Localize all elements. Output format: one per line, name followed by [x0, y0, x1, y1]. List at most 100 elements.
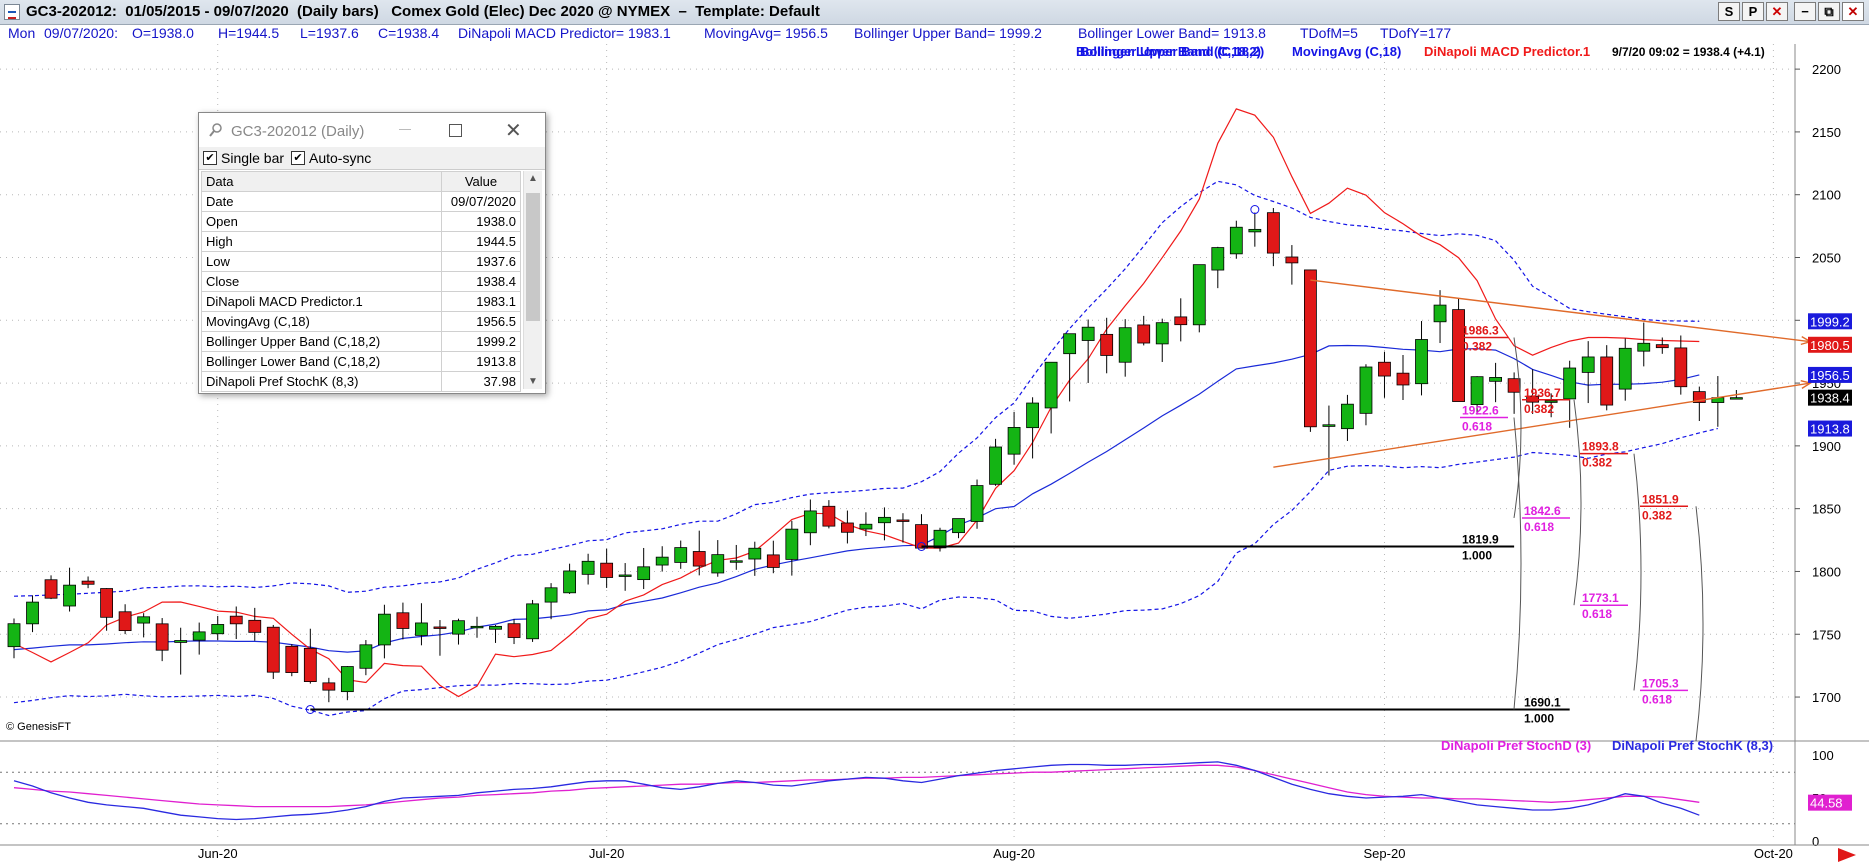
candle — [1137, 315, 1151, 346]
candle-body — [1396, 372, 1410, 386]
candle-body — [1155, 322, 1169, 345]
legend-ma: MovingAvg (C,18) — [1292, 44, 1401, 59]
auto-sync-checkbox[interactable]: ✔ — [291, 151, 305, 165]
p-button[interactable]: P — [1742, 2, 1764, 21]
close-button[interactable]: ✕ — [1842, 2, 1864, 21]
data-col-header[interactable]: Data — [201, 171, 442, 192]
candle — [915, 514, 928, 549]
data-window-title: GC3-202012 (Daily) — [231, 123, 365, 140]
fib-price-label: 1893.8 — [1582, 440, 1619, 454]
candle — [1174, 298, 1188, 342]
bb-upper-line — [13, 180, 1700, 597]
data-window[interactable]: GC3-202012 (Daily) ✕ ✔ Single bar ✔ Auto… — [198, 112, 546, 394]
candle-body — [748, 547, 762, 560]
data-window-header[interactable]: GC3-202012 (Daily) ✕ — [199, 113, 545, 147]
macd-predictor-line — [13, 108, 1700, 698]
candle — [507, 619, 521, 645]
fib-bracket — [1633, 453, 1642, 691]
data-window-options: ✔ Single bar ✔ Auto-sync — [199, 147, 545, 170]
candle — [26, 595, 39, 633]
candle-body — [1581, 356, 1595, 373]
candle — [155, 618, 169, 662]
candle-body — [1081, 326, 1095, 341]
candle — [1507, 372, 1521, 414]
time-axis-label: Oct-20 — [1754, 846, 1793, 861]
candle-body — [81, 580, 95, 585]
price-tag-label: 1913.8 — [1810, 422, 1850, 437]
fib-price-label: 1842.6 — [1524, 504, 1561, 518]
data-table-row: Bollinger Lower Band (C,18,2) 1913.8 — [201, 351, 521, 372]
candle-body — [1044, 361, 1058, 409]
candle — [1581, 341, 1595, 404]
candle-body — [1026, 402, 1039, 429]
price-axis-label: 2100 — [1812, 188, 1841, 203]
candle-body — [1415, 339, 1428, 385]
candle-body — [1137, 324, 1151, 344]
fib-bracket — [1695, 506, 1704, 742]
candle — [1415, 321, 1428, 396]
data-window-minimize-icon[interactable] — [399, 129, 411, 130]
fib-ratio-label: 0.618 — [1582, 607, 1612, 621]
legend-stamp: 9/7/20 09:02 = 1938.4 (+4.1) — [1612, 45, 1765, 59]
candle — [118, 604, 132, 635]
info-bar: Mon 09/07/2020: O=1938.0 H=1944.5 L=1937… — [0, 25, 1869, 43]
trend-arrow-icon — [1800, 379, 1813, 389]
data-window-maximize-icon[interactable] — [449, 124, 462, 137]
scroll-up-icon[interactable]: ▲ — [528, 173, 538, 184]
candle — [896, 513, 910, 543]
info-low: L=1937.6 — [300, 25, 359, 41]
window-titlebar: GC3-202012: 01/05/2015 - 09/07/2020 (Dai… — [0, 0, 1869, 25]
trend-line — [1310, 279, 1811, 343]
info-macd: DiNapoli MACD Predictor= 1983.1 — [458, 25, 671, 41]
candle — [377, 604, 391, 659]
candle — [766, 540, 780, 574]
fib-price-label: 1705.3 — [1642, 676, 1679, 690]
scroll-right-icon[interactable] — [1838, 848, 1856, 862]
s-button[interactable]: S — [1718, 2, 1740, 21]
candle — [1470, 376, 1484, 415]
candle-body — [1729, 397, 1743, 400]
data-table-row: Date 09/07/2020 — [201, 191, 521, 212]
candle — [563, 563, 576, 594]
candle — [322, 677, 336, 703]
candle — [822, 500, 836, 529]
candle — [359, 640, 373, 676]
candle-body — [1600, 356, 1614, 406]
restore-button[interactable]: ⧉ — [1818, 2, 1840, 21]
candle — [1322, 405, 1336, 476]
candle-body — [26, 601, 39, 625]
data-window-scrollbar[interactable]: ▲ ▼ — [523, 171, 542, 389]
data-row-value: 1937.6 — [441, 251, 521, 272]
candle-body — [581, 560, 595, 575]
candle — [266, 624, 280, 679]
single-bar-checkbox[interactable]: ✔ — [203, 151, 217, 165]
value-col-header[interactable]: Value — [441, 171, 521, 192]
data-table-row: Close 1938.4 — [201, 271, 521, 292]
data-row-label: High — [201, 231, 442, 252]
candle-body — [952, 518, 965, 534]
scroll-down-icon[interactable]: ▼ — [528, 376, 538, 387]
data-row-value: 1938.4 — [441, 271, 521, 292]
data-row-value: 1944.5 — [441, 231, 521, 252]
candle — [618, 563, 632, 591]
scroll-thumb[interactable] — [526, 193, 540, 321]
price-tag — [1808, 313, 1852, 330]
fib-bracket — [1513, 337, 1522, 519]
price-axis-label: 1850 — [1812, 502, 1841, 517]
data-row-label: Close — [201, 271, 442, 292]
candle-body — [1637, 342, 1651, 352]
candle — [1655, 337, 1669, 354]
candle-body — [489, 625, 502, 630]
candle — [841, 510, 854, 544]
candle-body — [192, 631, 206, 641]
info-bbu: Bollinger Upper Band= 1999.2 — [854, 25, 1042, 41]
candle-body — [1433, 304, 1447, 323]
data-window-close-icon[interactable]: ✕ — [505, 120, 522, 142]
candle — [637, 547, 651, 590]
candle-body — [896, 519, 910, 522]
candle — [100, 588, 113, 631]
minimize-button[interactable]: − — [1794, 2, 1816, 21]
x-small-button[interactable]: ✕ — [1766, 2, 1788, 21]
legend-bbl: Bollinger Lower Band (C,18,2) — [1076, 44, 1261, 59]
candle — [81, 576, 95, 589]
